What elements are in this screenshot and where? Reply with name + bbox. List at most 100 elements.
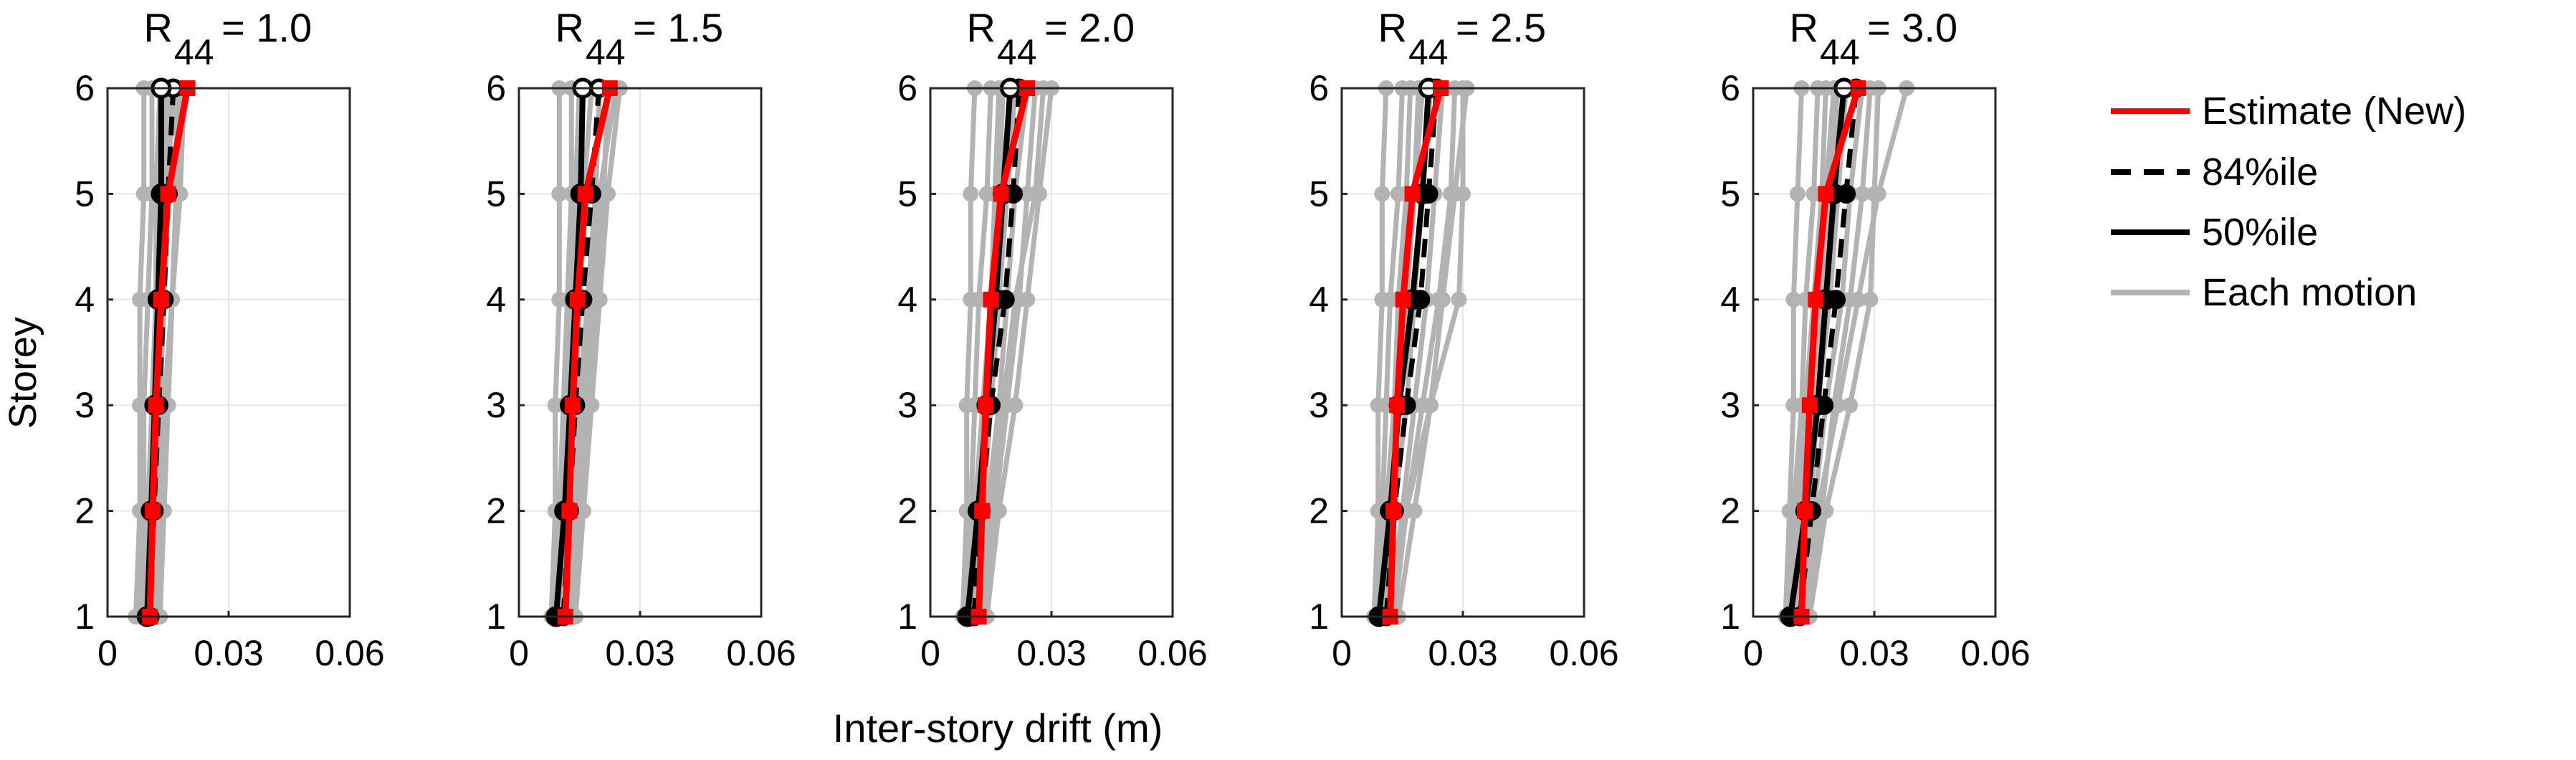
y-tick-label: 2 (486, 491, 506, 531)
y-tick-label: 5 (75, 174, 95, 214)
panel-title-subscript: 44 (1408, 32, 1449, 72)
motion-line (1396, 87, 1470, 617)
legend-label-motion: Each motion (2202, 271, 2417, 314)
estimate-line (975, 87, 1031, 617)
x-tick-label: 0.03 (1839, 633, 1909, 673)
estimate-point (569, 291, 586, 308)
y-tick-label: 2 (1720, 491, 1740, 531)
subplot-4: 0 0.03 0.06 1 2 3 4 5 6 R44= 2.5 (1309, 5, 1618, 673)
motion-point (1862, 291, 1879, 308)
y-tick-label: 6 (1720, 68, 1740, 108)
motion-line (976, 87, 1046, 617)
y-tick-label: 4 (1309, 280, 1329, 320)
y-tick-label: 3 (897, 385, 917, 425)
motion-point (1818, 503, 1834, 519)
legend-label-estimate: Estimate (New) (2202, 90, 2466, 133)
x-tick-label: 0 (509, 633, 529, 673)
estimate-point (1808, 291, 1824, 308)
y-tick-label: 1 (486, 597, 506, 637)
motion-point (583, 397, 600, 414)
y-tick-label: 4 (1720, 280, 1740, 320)
motion-line (980, 87, 1038, 617)
legend-label-50: 50%ile (2202, 211, 2318, 254)
y-tick-label: 5 (486, 174, 506, 214)
y-tick-label: 6 (1309, 68, 1329, 108)
panel-title-value: = 2.0 (1044, 5, 1135, 50)
y-tick-label: 6 (897, 68, 917, 108)
motion-point (599, 186, 616, 202)
panel-title-base: R (1790, 5, 1818, 50)
estimate-point (577, 186, 593, 202)
x-axis-label: Inter-story drift (m) (833, 706, 1163, 751)
panel-title-subscript: 44 (174, 32, 214, 72)
estimate-line (1798, 87, 1861, 617)
y-tick-label: 1 (1720, 597, 1740, 637)
panel-title-value: = 3.0 (1867, 5, 1957, 50)
estimate-point (1818, 186, 1834, 202)
subplot-5: 0 0.03 0.06 1 2 3 4 5 6 R44= 3.0 (1720, 5, 2030, 673)
motion-point (1830, 397, 1846, 414)
motion-point (1434, 291, 1451, 308)
panel-title-value: = 1.5 (633, 5, 723, 50)
estimate-point (561, 503, 578, 519)
motion-point (1031, 186, 1048, 202)
estimate-point (1797, 503, 1813, 519)
estimate-point (1385, 503, 1402, 519)
x-tick-label: 0.06 (1549, 633, 1618, 673)
y-axis-label: Storey (1, 317, 44, 429)
legend-label-84: 84%ile (2202, 151, 2318, 194)
y-tick-label: 1 (1309, 597, 1329, 637)
x-tick-label: 0.03 (194, 633, 263, 673)
estimate-point (1395, 291, 1411, 308)
x-tick-label: 0 (1743, 633, 1763, 673)
y-tick-label: 3 (1720, 385, 1740, 425)
motion-point (970, 291, 987, 308)
motion-point (1007, 397, 1024, 414)
panel-title-subscript: 44 (997, 32, 1037, 72)
estimate-point (1389, 397, 1406, 414)
percentile-50-line (1375, 87, 1432, 617)
motion-point (1785, 291, 1802, 308)
motion-line (1799, 87, 1865, 617)
motion-line (1388, 88, 1466, 617)
panel-title-value: = 2.5 (1456, 5, 1546, 50)
motion-point (963, 186, 979, 202)
motion-line (1807, 87, 1881, 617)
x-tick-label: 0.06 (1960, 633, 2030, 673)
motion-line (157, 87, 187, 617)
estimate-line (562, 87, 614, 617)
motion-line (137, 88, 155, 617)
motion-line (1799, 87, 1909, 617)
panel-title-base: R (967, 5, 996, 50)
x-tick-label: 0.03 (605, 633, 674, 673)
y-tick-label: 1 (897, 597, 917, 637)
x-tick-label: 0.03 (1428, 633, 1497, 673)
estimate-point (1404, 186, 1421, 202)
y-tick-label: 3 (75, 385, 95, 425)
y-tick-label: 3 (1309, 385, 1329, 425)
y-tick-label: 4 (75, 280, 95, 320)
motion-point (1422, 397, 1439, 414)
motion-line (1787, 87, 1821, 617)
panel-title-value: = 1.0 (221, 5, 312, 50)
motion-line (565, 87, 619, 617)
motion-point (1789, 186, 1805, 202)
motion-point (1406, 503, 1423, 519)
motion-line (964, 87, 993, 617)
motion-point (1019, 291, 1036, 308)
motion-line (960, 87, 978, 617)
panel-title-base: R (1378, 5, 1407, 50)
motion-point (551, 186, 568, 202)
estimate-line (1387, 87, 1444, 617)
motion-point (1374, 186, 1390, 202)
estimate-point (993, 186, 1009, 202)
motion-point (576, 503, 592, 519)
motion-line (565, 87, 603, 617)
x-tick-label: 0 (97, 633, 118, 673)
estimate-point (148, 397, 164, 414)
motion-line (548, 88, 562, 617)
subplot-1: 0 0.03 0.06 1 2 3 4 5 6 R44= 1.0 (75, 5, 384, 673)
motion-point (991, 503, 1007, 519)
estimate-point (564, 397, 581, 414)
